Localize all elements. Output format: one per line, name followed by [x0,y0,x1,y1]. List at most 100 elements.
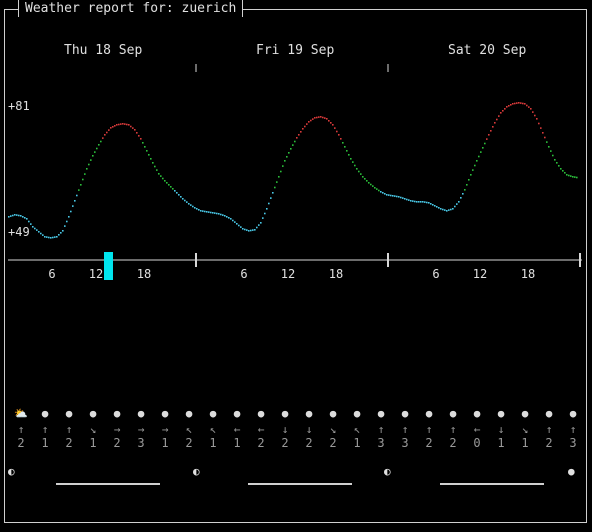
temperature-dot [64,225,66,227]
temperature-dot [198,209,200,211]
temperature-dot [504,108,506,110]
temperature-dot [518,102,520,104]
weather-symbol-icon: ● [377,407,385,420]
temperature-dot [16,214,18,216]
temperature-dot [190,204,192,206]
temperature-dot [538,122,540,125]
temperature-dot [98,144,100,146]
temperature-dot [440,208,442,210]
temperature-dot [246,229,248,231]
hour-tick-label: 18 [328,267,344,281]
wind-direction-icon: ← [257,423,265,436]
temperature-dot [36,229,38,231]
temperature-dot [108,129,110,131]
temperature-dot [458,201,460,203]
temperature-dot [318,116,320,118]
temperature-dot [488,134,490,136]
temperature-dot [552,154,554,157]
temperature-dot [512,103,514,105]
temperature-dot [350,158,352,160]
temperature-dot [402,197,404,199]
temperature-dot [482,147,484,149]
temperature-dot [540,127,542,129]
temperature-dot [514,102,516,105]
weather-symbol-icon: ● [41,407,49,420]
temperature-dot [106,131,108,134]
temperature-dot [576,176,578,179]
temperature-dot [404,198,406,200]
moon-icon: ◐ [8,465,15,478]
temperature-dot [138,135,140,137]
weather-symbol-icon: ● [137,407,145,420]
wind-direction-icon: ↑ [545,423,553,436]
temperature-dot [96,147,98,150]
temperature-dot [446,210,448,212]
temperature-dot [244,228,246,231]
moon-icon: ◐ [384,465,391,478]
temperature-dot [202,210,204,212]
wind-direction-icon: ↖ [209,423,217,436]
moonlight-bar [248,483,352,485]
temperature-dot [122,123,124,125]
temperature-dot [516,102,518,104]
temperature-dot [498,115,500,117]
temperature-dot [128,124,130,126]
temperature-dot [374,187,376,189]
temperature-dot [232,219,234,222]
temperature-dot [452,208,454,210]
temperature-dot [248,230,250,232]
temperature-dot [344,146,346,148]
temperature-dot [226,216,228,218]
temperature-dot [158,173,160,175]
temperature-dot [340,138,342,140]
wind-speed-value: 3 [569,436,577,450]
wind-speed-value: 2 [257,436,265,450]
temperature-dot [220,213,222,216]
temp-min-label: +49 [8,225,30,239]
temperature-dot [50,237,52,239]
wind-speed-value: 2 [305,436,313,450]
wind-direction-icon: → [137,423,145,436]
temperature-dot [472,169,474,171]
temperature-dot [460,197,462,199]
wind-direction-icon: → [113,423,121,436]
wind-speed-value: 3 [377,436,385,450]
temperature-dot [324,117,326,119]
wind-direction-icon: ↘ [521,423,529,436]
wind-direction-icon: ↖ [353,423,361,436]
wind-speed-value: 2 [281,436,289,450]
temperature-dot [394,195,396,197]
temperature-dot [260,222,262,224]
temperature-dot [462,193,464,195]
temperature-dot [392,195,394,197]
temperature-dot [296,137,298,139]
temperature-dot [522,102,524,105]
temperature-dot [470,174,472,176]
day-label-1: Thu 18 Sep [64,43,143,58]
wind-speed-value: 1 [41,436,49,450]
temperature-dot [110,127,112,129]
temperature-dot [420,201,422,203]
wind-direction-icon: → [161,423,169,436]
temperature-dot [442,208,444,211]
temperature-dot [456,203,458,205]
temperature-dot [338,134,340,136]
temperature-dot [42,234,44,236]
weather-symbol-icon: ● [353,407,361,420]
wind-speed-value: 1 [521,436,529,450]
wind-speed-value: 2 [329,436,337,450]
temperature-dot [104,134,106,136]
temperature-dot [266,208,268,210]
temperature-dot [388,194,390,196]
temperature-dot [526,104,528,107]
temperature-dot [298,134,300,136]
temperature-dot [54,236,56,238]
weather-symbol-icon: ● [521,407,529,420]
temperature-dot [66,220,68,223]
temperature-dot [534,114,536,117]
temperature-dot [168,184,170,186]
temperature-dot [132,127,134,129]
wind-speed-value: 3 [401,436,409,450]
temperature-dot [52,236,54,239]
temperature-dot [480,151,482,153]
